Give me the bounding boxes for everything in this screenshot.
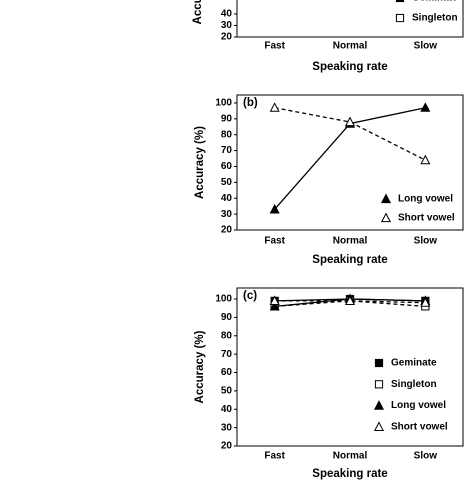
x-tick-label: Fast <box>264 451 285 462</box>
x-tick-label: Fast <box>264 41 285 52</box>
marker <box>380 212 392 223</box>
series-line <box>274 107 426 161</box>
marker <box>344 116 356 127</box>
y-tick-label: 90 <box>221 312 233 323</box>
plot-frame <box>236 0 464 38</box>
marker <box>395 0 405 3</box>
panel-label: (c) <box>243 290 257 302</box>
marker <box>344 295 356 305</box>
marker <box>420 154 431 165</box>
x-tick-label: Normal <box>333 41 368 52</box>
y-tick-label: 100 <box>215 98 232 109</box>
y-tick-label: 70 <box>221 145 233 156</box>
marker <box>374 380 384 389</box>
y-tick-label: 40 <box>221 9 233 20</box>
legend-label: Singleton <box>391 379 437 390</box>
marker <box>380 193 392 204</box>
marker <box>395 13 405 23</box>
marker <box>269 203 280 214</box>
x-tick-label: Fast <box>264 236 285 247</box>
y-tick-label: 50 <box>221 386 233 397</box>
marker <box>269 102 280 112</box>
plot-frame <box>236 287 464 447</box>
marker <box>374 358 384 368</box>
y-tick-label: 40 <box>221 193 233 204</box>
y-tick-label: 60 <box>221 367 233 378</box>
y-axis-label: Accuracy (%) <box>194 126 206 199</box>
marker <box>269 295 280 305</box>
marker <box>269 300 280 311</box>
x-tick-label: Slow <box>414 236 438 247</box>
y-tick-label: 100 <box>215 294 232 305</box>
legend-label: Singleton <box>412 13 458 24</box>
y-tick-label: 20 <box>221 32 233 43</box>
marker <box>420 297 431 307</box>
x-tick-label: Slow <box>414 451 438 462</box>
marker <box>420 102 431 112</box>
x-axis-label: Speaking rate <box>312 254 387 266</box>
y-tick-label: 20 <box>221 225 233 236</box>
legend-label: Short vowel <box>391 422 448 433</box>
x-axis-label: Speaking rate <box>312 468 387 480</box>
y-tick-label: 90 <box>221 113 233 124</box>
y-tick-label: 30 <box>221 20 233 31</box>
panel-label: (b) <box>243 97 258 109</box>
y-tick-label: 30 <box>221 422 233 433</box>
legend-label: Long vowel <box>391 400 446 411</box>
legend-label: Short vowel <box>398 213 455 224</box>
y-tick-label: 60 <box>221 161 233 172</box>
plot-frame <box>236 94 464 231</box>
y-tick-label: 70 <box>221 349 233 360</box>
y-tick-label: 80 <box>221 129 233 140</box>
marker <box>373 421 385 431</box>
y-axis-label: Accuracy (%) <box>194 330 206 403</box>
y-tick-label: 50 <box>221 177 233 188</box>
y-tick-label: 40 <box>221 404 233 415</box>
x-tick-label: Normal <box>333 236 368 247</box>
y-axis-label: Accuracy (%) <box>192 0 204 24</box>
legend-label: Geminate <box>391 358 437 369</box>
y-tick-label: 30 <box>221 209 233 220</box>
x-axis-label: Speaking rate <box>312 61 387 73</box>
x-tick-label: Slow <box>414 41 438 52</box>
y-tick-label: 80 <box>221 330 233 341</box>
y-tick-label: 20 <box>221 441 233 452</box>
marker <box>373 400 385 410</box>
legend-label: Long vowel <box>398 194 453 205</box>
x-tick-label: Normal <box>333 451 368 462</box>
legend-label: Geminate <box>412 0 458 4</box>
